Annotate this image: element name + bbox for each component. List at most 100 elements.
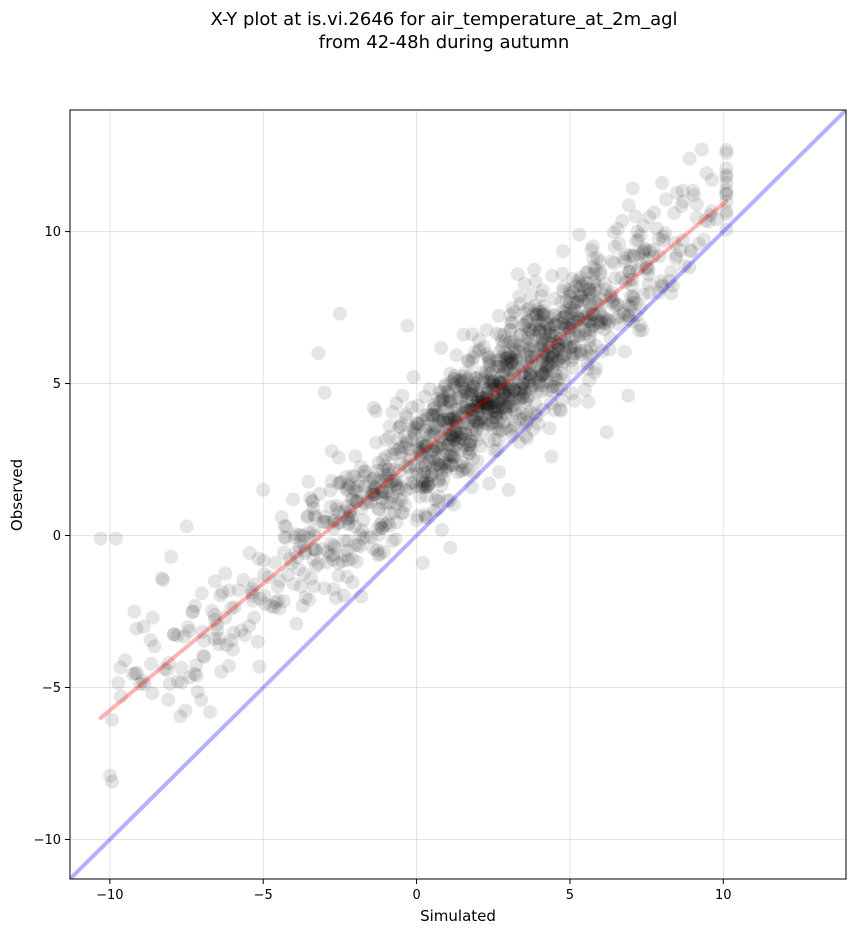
data-point [513, 338, 527, 353]
data-point [443, 413, 457, 428]
data-point [489, 404, 504, 419]
data-point [633, 318, 648, 333]
data-point [569, 314, 584, 329]
data-point [424, 408, 439, 423]
data-point [332, 515, 347, 530]
data-point [577, 282, 592, 297]
data-point [485, 377, 500, 391]
data-point [166, 627, 181, 642]
data-point [413, 480, 428, 495]
data-point [458, 385, 473, 399]
data-point [301, 474, 316, 489]
data-point [507, 304, 522, 319]
data-point [224, 601, 239, 616]
data-point [182, 624, 197, 638]
data-point [534, 384, 549, 399]
data-point [371, 548, 385, 563]
data-point [415, 476, 430, 491]
data-point [452, 430, 467, 445]
data-point [463, 403, 478, 418]
data-point [371, 502, 386, 517]
data-point [344, 510, 359, 525]
data-point [523, 380, 538, 395]
data-point [536, 346, 551, 361]
data-point [628, 296, 643, 311]
data-point [503, 350, 518, 365]
data-point [498, 402, 513, 416]
data-point [587, 295, 602, 310]
data-point [676, 194, 691, 209]
data-point [488, 378, 503, 393]
data-point [694, 142, 709, 157]
data-point [563, 340, 578, 355]
data-point [517, 381, 532, 395]
data-point [373, 546, 387, 561]
data-point [336, 588, 351, 603]
data-point [601, 317, 616, 332]
data-point [371, 527, 386, 542]
data-point [597, 276, 612, 291]
data-point [378, 458, 393, 473]
data-point [278, 531, 293, 546]
data-point [392, 419, 407, 434]
data-point [433, 459, 448, 474]
data-point [471, 384, 486, 399]
data-point [461, 416, 476, 431]
data-point [581, 282, 596, 297]
data-point [341, 517, 356, 532]
data-point [496, 364, 511, 379]
data-point [466, 452, 481, 467]
y-tick-label: 5 [53, 377, 61, 392]
data-point [537, 299, 552, 314]
data-point [440, 400, 455, 415]
data-point [616, 251, 631, 266]
data-point [581, 306, 596, 321]
data-point [329, 499, 344, 514]
data-point [547, 379, 561, 394]
data-point [512, 386, 527, 401]
data-point [354, 459, 368, 474]
data-point [323, 483, 338, 498]
data-point [135, 673, 150, 688]
data-point [145, 686, 160, 701]
data-point [482, 374, 496, 389]
data-point [441, 393, 456, 408]
data-point [457, 381, 472, 396]
data-point [298, 590, 313, 605]
data-point [448, 424, 463, 439]
data-point [277, 518, 292, 533]
data-point [489, 353, 504, 368]
data-point [517, 306, 532, 321]
data-point [342, 503, 357, 518]
data-point [538, 317, 553, 331]
data-point [414, 449, 429, 464]
data-point [465, 380, 480, 395]
y-axis-label: Observed [8, 459, 26, 531]
data-point [630, 262, 645, 277]
data-point [493, 380, 508, 395]
data-point [245, 593, 260, 608]
data-point [431, 494, 446, 509]
data-point [491, 394, 506, 409]
data-point [424, 425, 439, 440]
data-point [540, 383, 555, 397]
data-point [185, 604, 200, 619]
data-point [583, 314, 598, 329]
data-point [430, 440, 445, 455]
data-point [538, 327, 553, 342]
data-point [545, 379, 560, 394]
data-point [563, 340, 578, 355]
data-point [143, 633, 158, 648]
data-point [530, 306, 545, 321]
data-point [542, 310, 557, 325]
data-point [626, 291, 641, 306]
data-point [589, 338, 603, 353]
data-point [500, 396, 515, 411]
data-point [528, 371, 543, 386]
data-point [655, 277, 670, 292]
data-point [465, 410, 480, 425]
data-point [562, 296, 577, 311]
data-point [458, 460, 473, 475]
data-point [493, 328, 508, 343]
data-point [432, 472, 446, 487]
